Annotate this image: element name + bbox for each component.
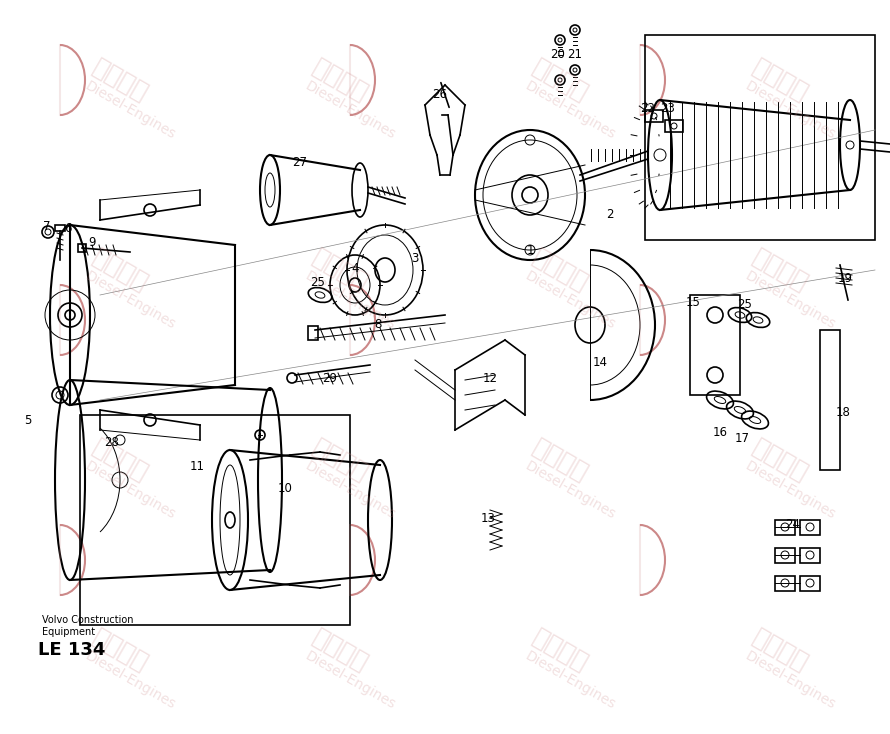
Text: 柴发动力: 柴发动力 [88, 435, 152, 485]
Text: 柴发动力: 柴发动力 [308, 625, 372, 675]
Text: 26: 26 [433, 89, 448, 101]
Text: 柴发动力: 柴发动力 [88, 625, 152, 675]
Text: 25: 25 [738, 299, 752, 311]
Text: Diesel-Engines: Diesel-Engines [303, 648, 398, 711]
Bar [800, 548, 820, 563]
Text: 柴发动力: 柴发动力 [88, 244, 152, 295]
Text: 17: 17 [734, 432, 749, 445]
Text: Diesel-Engines: Diesel-Engines [742, 269, 837, 332]
Bar [80, 415, 350, 625]
Text: 29: 29 [322, 371, 337, 385]
Text: 5: 5 [24, 413, 32, 426]
Bar [55, 225, 65, 231]
Text: 23: 23 [660, 101, 676, 115]
Bar [690, 295, 740, 395]
Text: 柴发动力: 柴发动力 [748, 625, 812, 675]
Bar [645, 110, 663, 122]
Text: Diesel-Engines: Diesel-Engines [82, 269, 178, 332]
Text: 13: 13 [481, 512, 496, 525]
Text: Diesel-Engines: Diesel-Engines [742, 648, 837, 711]
Text: 柴发动力: 柴发动力 [528, 435, 592, 485]
Text: 8: 8 [375, 319, 382, 332]
Text: 柴发动力: 柴发动力 [528, 244, 592, 295]
Text: Volvo Construction: Volvo Construction [42, 615, 134, 625]
Text: 柴发动力: 柴发动力 [528, 625, 592, 675]
Text: 28: 28 [104, 435, 119, 448]
Text: Diesel-Engines: Diesel-Engines [303, 79, 398, 142]
Text: Diesel-Engines: Diesel-Engines [522, 648, 618, 711]
Text: 18: 18 [836, 405, 851, 418]
Text: 10: 10 [278, 482, 293, 495]
Text: 1: 1 [526, 244, 534, 256]
Text: Diesel-Engines: Diesel-Engines [82, 648, 178, 711]
Text: 27: 27 [293, 156, 308, 170]
Text: Diesel-Engines: Diesel-Engines [303, 269, 398, 332]
Bar [800, 520, 820, 535]
Text: 柴发动力: 柴发动力 [308, 244, 372, 295]
Text: Diesel-Engines: Diesel-Engines [522, 269, 618, 332]
Text: 9: 9 [88, 236, 96, 250]
Bar [308, 326, 318, 340]
Text: Diesel-Engines: Diesel-Engines [82, 79, 178, 142]
Bar [820, 330, 840, 470]
Text: LE 134: LE 134 [38, 641, 105, 659]
Text: Diesel-Engines: Diesel-Engines [303, 459, 398, 522]
Text: Equipment: Equipment [42, 627, 95, 637]
Text: 柴发动力: 柴发动力 [748, 435, 812, 485]
Text: 柴发动力: 柴发动力 [88, 54, 152, 106]
Text: 15: 15 [685, 297, 700, 310]
Bar [775, 520, 795, 535]
Text: Diesel-Engines: Diesel-Engines [522, 79, 618, 142]
Text: 6: 6 [64, 222, 72, 234]
Text: Diesel-Engines: Diesel-Engines [522, 459, 618, 522]
Text: 3: 3 [411, 252, 418, 264]
Bar [665, 120, 683, 132]
Text: 2: 2 [606, 208, 614, 222]
Text: 22: 22 [641, 101, 656, 115]
Bar [645, 35, 875, 240]
Text: 20: 20 [551, 48, 565, 62]
Text: 19: 19 [837, 272, 853, 285]
Text: 14: 14 [593, 357, 608, 369]
Text: 柴发动力: 柴发动力 [748, 54, 812, 106]
Text: 4: 4 [352, 261, 359, 275]
Text: 7: 7 [44, 219, 51, 233]
Text: 25: 25 [311, 275, 326, 288]
Text: 16: 16 [713, 426, 727, 438]
Text: 柴发动力: 柴发动力 [308, 54, 372, 106]
Text: 11: 11 [190, 460, 205, 473]
Bar [775, 576, 795, 591]
Bar [775, 548, 795, 563]
Text: 21: 21 [568, 48, 582, 62]
Text: 柴发动力: 柴发动力 [528, 54, 592, 106]
Bar [800, 576, 820, 591]
Text: Diesel-Engines: Diesel-Engines [742, 459, 837, 522]
Text: 12: 12 [482, 371, 498, 385]
Text: Diesel-Engines: Diesel-Engines [82, 459, 178, 522]
Text: Diesel-Engines: Diesel-Engines [742, 79, 837, 142]
Bar [78, 244, 86, 252]
Text: 柴发动力: 柴发动力 [308, 435, 372, 485]
Text: 柴发动力: 柴发动力 [748, 244, 812, 295]
Text: 24: 24 [786, 518, 800, 531]
